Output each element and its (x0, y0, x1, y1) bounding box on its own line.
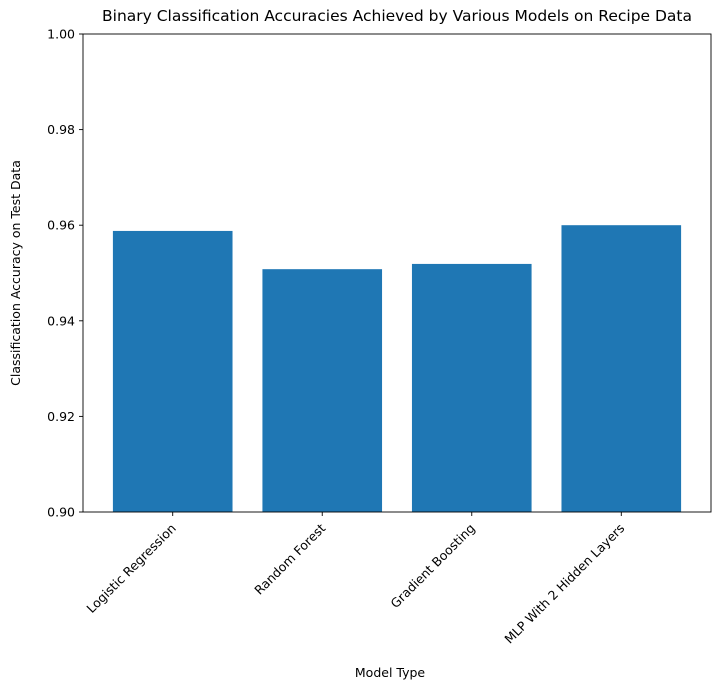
x-tick-label: Gradient Boosting (387, 521, 478, 612)
bar-gradient-boosting (411, 263, 532, 512)
y-tick-label: 0.98 (47, 122, 75, 137)
y-axis-label: Classification Accuracy on Test Data (8, 160, 23, 386)
y-tick-label: 0.94 (47, 313, 75, 328)
y-axis: 0.90 0.92 0.94 0.96 0.98 1.00 (47, 27, 83, 520)
x-axis-label: Model Type (355, 665, 426, 680)
y-tick-label: 1.00 (47, 27, 75, 42)
plot-frame (82, 33, 712, 513)
bar-logistic-regression (112, 230, 233, 512)
bars (112, 225, 682, 512)
y-tick-label: 0.96 (47, 218, 75, 233)
chart-title: Binary Classification Accuracies Achieve… (102, 7, 692, 25)
x-tick-label: MLP With 2 Hidden Layers (501, 521, 627, 647)
bar-random-forest (262, 269, 383, 512)
x-tick-label: Random Forest (251, 520, 328, 597)
x-tick-label: Logistic Regression (83, 521, 178, 616)
y-tick-label: 0.92 (47, 409, 75, 424)
plot-area: 0.90 0.92 0.94 0.96 0.98 1.00 Logistic Regres… (47, 27, 712, 647)
y-tick-label: 0.90 (47, 505, 75, 520)
bar-mlp-with-2-hidden-layers (561, 225, 682, 512)
x-axis: Logistic Regression Random Forest Gradient… (83, 512, 627, 647)
